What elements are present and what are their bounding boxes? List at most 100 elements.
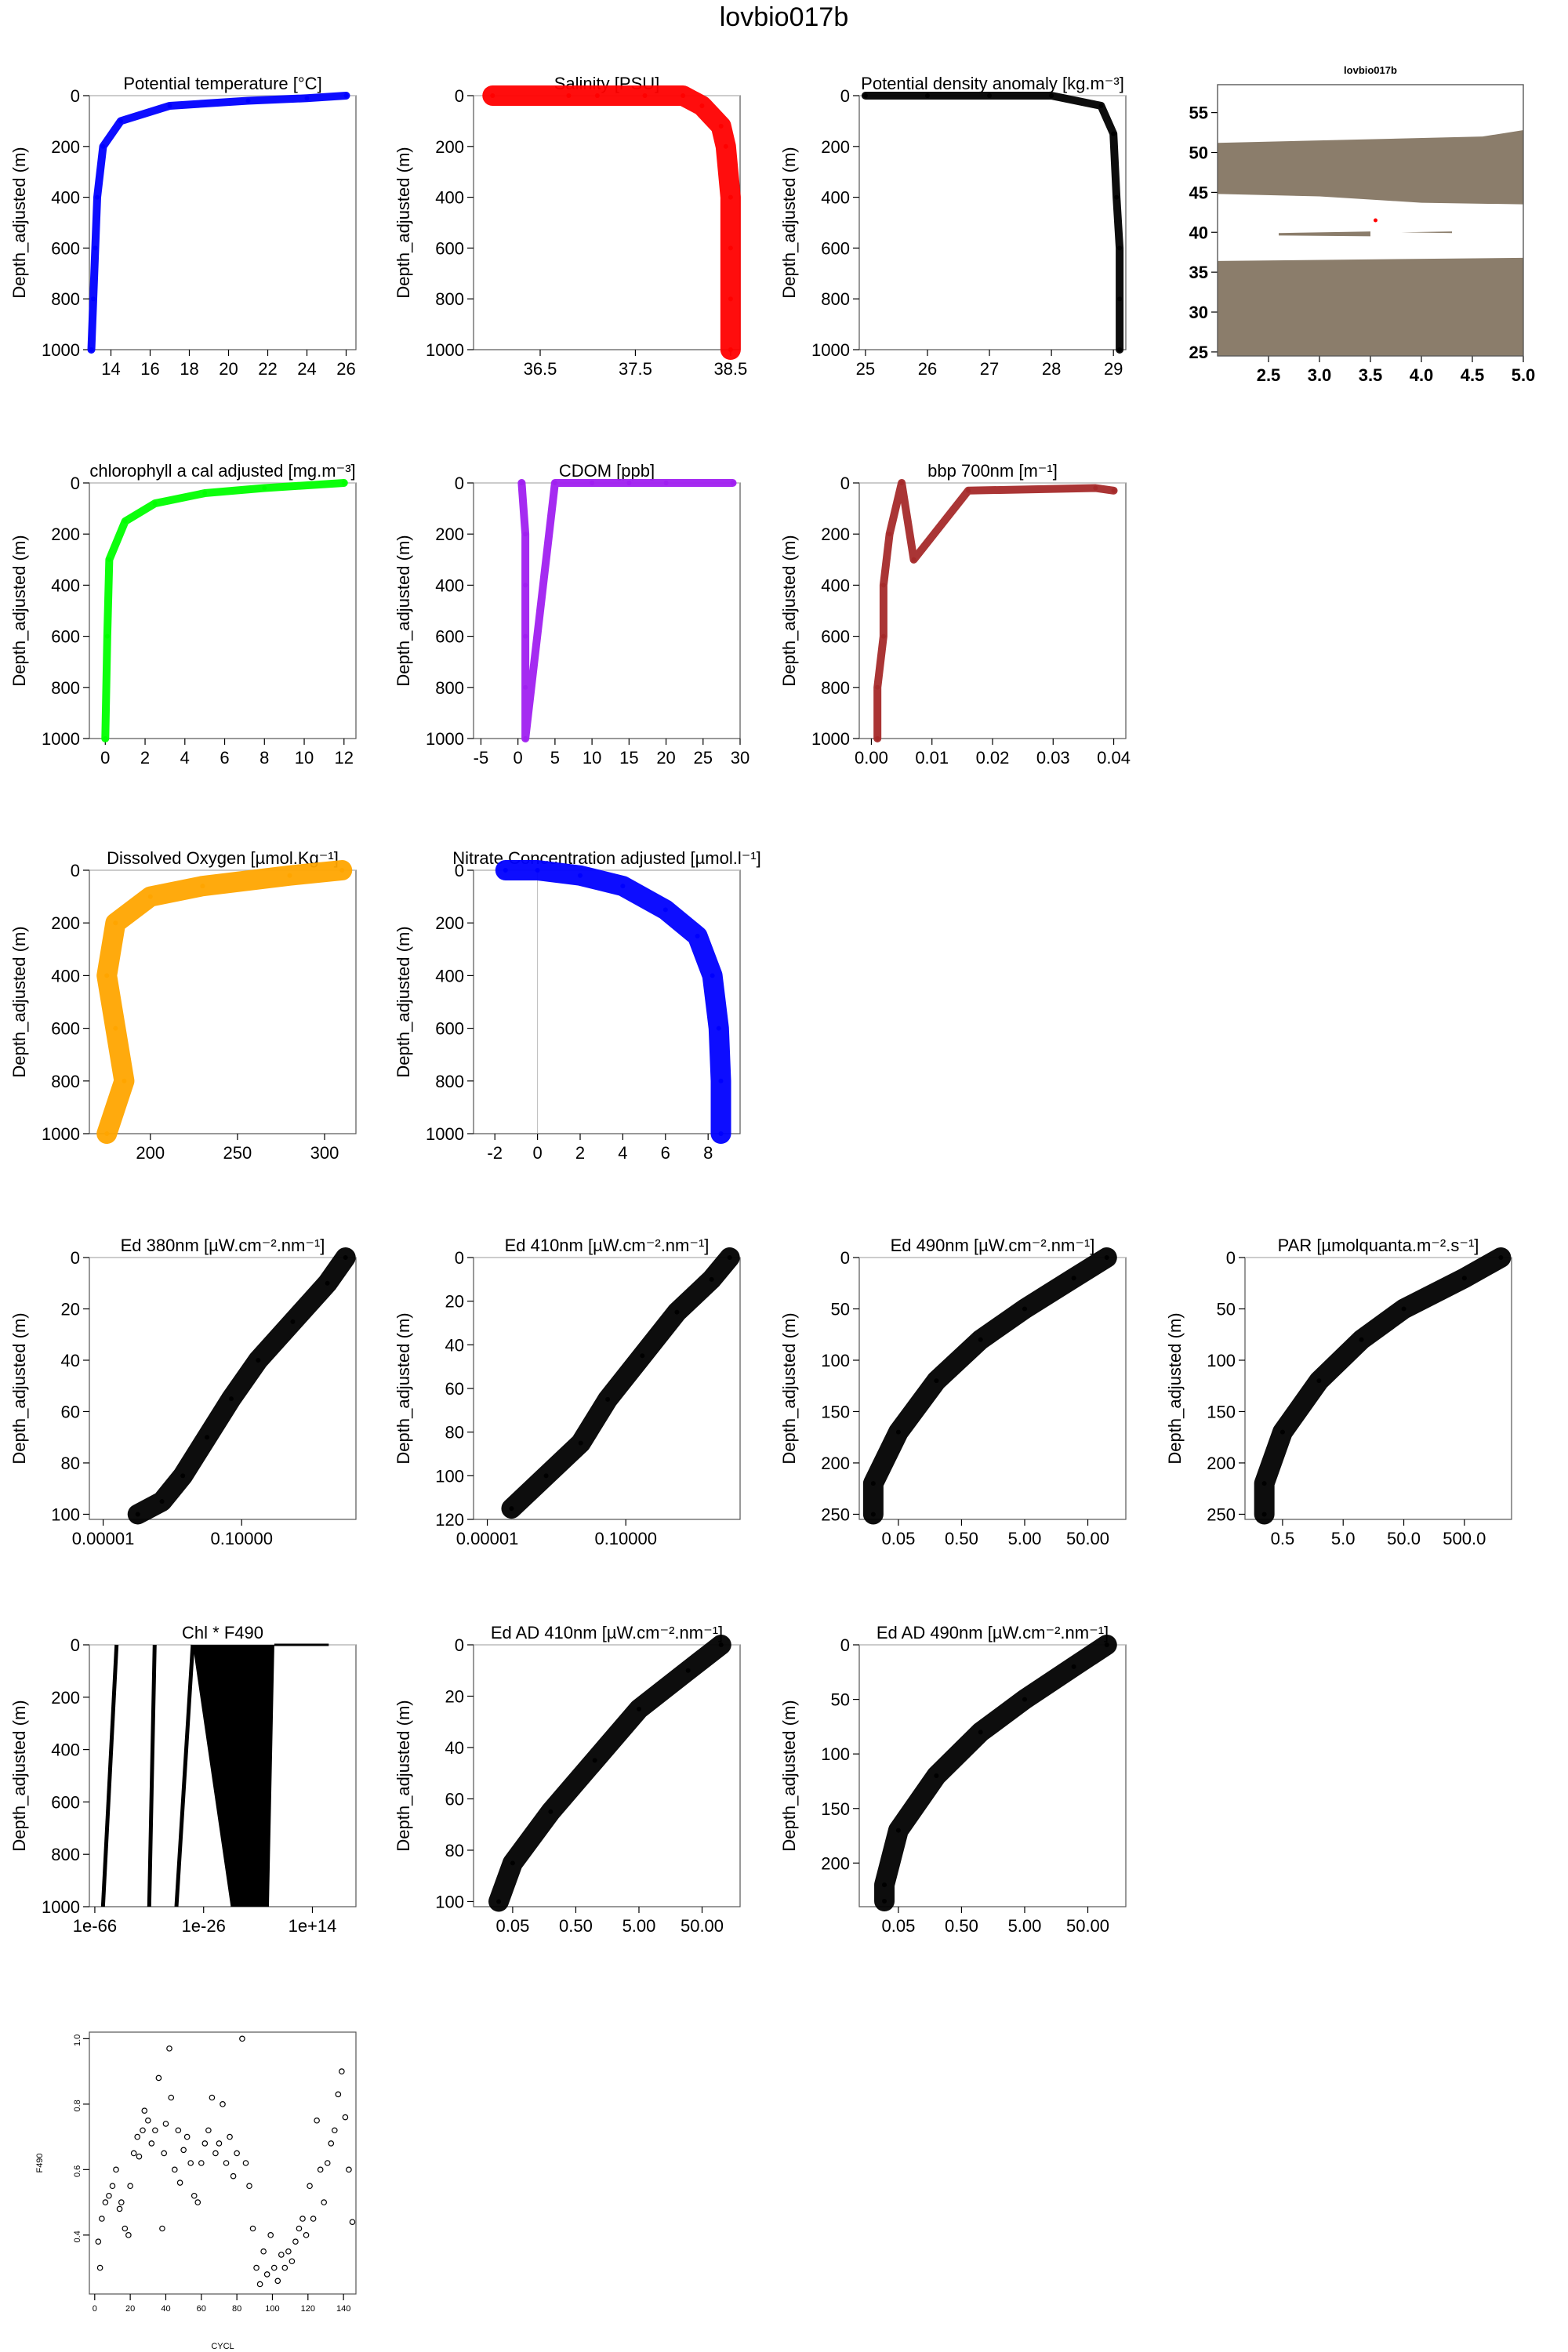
data-point bbox=[159, 2225, 165, 2232]
data-point bbox=[978, 1337, 983, 1342]
y-tick-label: 200 bbox=[821, 524, 850, 544]
x-tick-label: 20 bbox=[125, 2304, 135, 2314]
data-point bbox=[267, 2232, 274, 2238]
data-point bbox=[727, 1255, 732, 1260]
y-tick-label: 60 bbox=[61, 1402, 80, 1421]
data-point bbox=[1104, 1255, 1109, 1260]
chart-title: Ed AD 490nm [µW.cm⁻².nm⁻¹] bbox=[877, 1623, 1109, 1642]
x-tick-label: 0 bbox=[532, 1143, 542, 1163]
data-point bbox=[1071, 1664, 1076, 1669]
data-point bbox=[230, 2172, 237, 2180]
x-tick-label: 0.50 bbox=[945, 1916, 978, 1936]
data-point bbox=[1071, 1276, 1076, 1281]
data-point bbox=[1461, 1276, 1467, 1281]
data-point bbox=[209, 2094, 216, 2101]
x-axis-label: CYCL bbox=[211, 2342, 234, 2351]
data-point bbox=[166, 2045, 172, 2052]
x-tick-label: 4.5 bbox=[1461, 365, 1485, 385]
x-tick-label: 5 bbox=[550, 748, 560, 768]
data-point bbox=[1022, 1697, 1027, 1702]
data-point bbox=[95, 194, 100, 200]
data-point bbox=[503, 868, 508, 873]
data-point bbox=[875, 684, 880, 690]
data-point bbox=[242, 2160, 249, 2166]
data-point bbox=[339, 868, 345, 873]
y-tick-label: 50 bbox=[831, 1690, 850, 1710]
y-tick-label: 55 bbox=[1189, 103, 1208, 123]
x-tick-label: 37.5 bbox=[619, 359, 652, 379]
data-point bbox=[256, 2281, 263, 2288]
data-point bbox=[168, 2094, 175, 2101]
data-point bbox=[249, 2225, 256, 2232]
profile-band bbox=[873, 479, 1118, 742]
data-point bbox=[341, 481, 347, 485]
plot-frame bbox=[858, 482, 1127, 739]
data-point bbox=[1117, 296, 1123, 302]
y-tick-label: 1000 bbox=[811, 340, 850, 360]
y-tick-label: 0 bbox=[455, 861, 464, 880]
data-point bbox=[106, 2192, 112, 2199]
data-point bbox=[262, 485, 267, 491]
x-tick-label: 0 bbox=[100, 748, 110, 768]
data-point bbox=[523, 583, 528, 588]
data-point bbox=[109, 2183, 116, 2190]
data-point bbox=[107, 557, 112, 562]
data-point bbox=[1111, 131, 1116, 136]
data-point bbox=[183, 2133, 191, 2140]
chart-no3: Nitrate Concentration adjusted [µmol.l⁻¹… bbox=[394, 848, 761, 1163]
chart-title: Potential density anomaly [kg.m⁻³] bbox=[861, 74, 1124, 93]
data-point bbox=[895, 1429, 901, 1435]
x-tick-label: 2 bbox=[140, 748, 150, 768]
data-point bbox=[695, 934, 700, 938]
y-tick-label: 600 bbox=[435, 1019, 464, 1039]
y-tick-label: 35 bbox=[1189, 263, 1208, 282]
data-point bbox=[548, 1809, 554, 1814]
y-tick-label: 100 bbox=[435, 1466, 464, 1486]
data-point bbox=[594, 93, 600, 98]
landmass-south bbox=[1218, 257, 1523, 356]
data-point bbox=[899, 481, 905, 485]
data-point bbox=[728, 296, 733, 302]
x-tick-label: 0.10000 bbox=[594, 1529, 657, 1548]
profile-band bbox=[488, 1635, 731, 1912]
y-tick-label: 0 bbox=[71, 1635, 80, 1655]
chart-chl: chlorophyll a cal adjusted [mg.m⁻³] Depth… bbox=[9, 461, 357, 768]
data-point bbox=[198, 2160, 205, 2166]
data-point bbox=[535, 868, 540, 873]
y-tick-label: 0 bbox=[840, 1248, 850, 1268]
y-tick-label: 250 bbox=[821, 1504, 850, 1524]
x-tick-label: 5.00 bbox=[1008, 1916, 1042, 1936]
y-tick-label: 800 bbox=[821, 289, 850, 309]
y-tick-label: 400 bbox=[51, 575, 80, 595]
data-point bbox=[141, 2107, 148, 2114]
data-point bbox=[227, 2133, 233, 2140]
y-axis-label: Depth_adjusted (m) bbox=[394, 1700, 413, 1851]
data-point bbox=[122, 2225, 129, 2232]
y-tick-label: 200 bbox=[435, 524, 464, 544]
y-tick-label: 0 bbox=[71, 86, 80, 106]
data-point bbox=[718, 1078, 724, 1083]
data-point bbox=[880, 633, 886, 639]
data-point bbox=[1401, 1306, 1406, 1312]
data-point bbox=[882, 1899, 887, 1904]
data-point bbox=[167, 103, 172, 108]
data-point bbox=[292, 2238, 299, 2245]
chart-edad410: Ed AD 410nm [µW.cm⁻².nm⁻¹] Depth_adjusted… bbox=[394, 1623, 741, 1936]
x-tick-label: 500.0 bbox=[1443, 1529, 1486, 1548]
y-tick-label: 600 bbox=[51, 1792, 80, 1812]
x-tick-label: 2 bbox=[575, 1143, 585, 1163]
data-point bbox=[155, 2074, 162, 2082]
y-tick-label: 200 bbox=[821, 1454, 850, 1473]
x-tick-label: 24 bbox=[297, 359, 316, 379]
data-point bbox=[523, 684, 528, 690]
y-tick-label: 0 bbox=[455, 474, 464, 493]
data-point bbox=[191, 2192, 198, 2199]
data-point bbox=[723, 143, 728, 149]
x-tick-label: 12 bbox=[335, 748, 354, 768]
data-point bbox=[303, 2232, 310, 2238]
chart-title: bbp 700nm [m⁻¹] bbox=[927, 461, 1058, 481]
data-point bbox=[543, 1473, 549, 1479]
x-tick-label: 6 bbox=[220, 748, 229, 768]
data-point bbox=[321, 2199, 328, 2205]
y-tick-label: 100 bbox=[821, 1744, 850, 1764]
